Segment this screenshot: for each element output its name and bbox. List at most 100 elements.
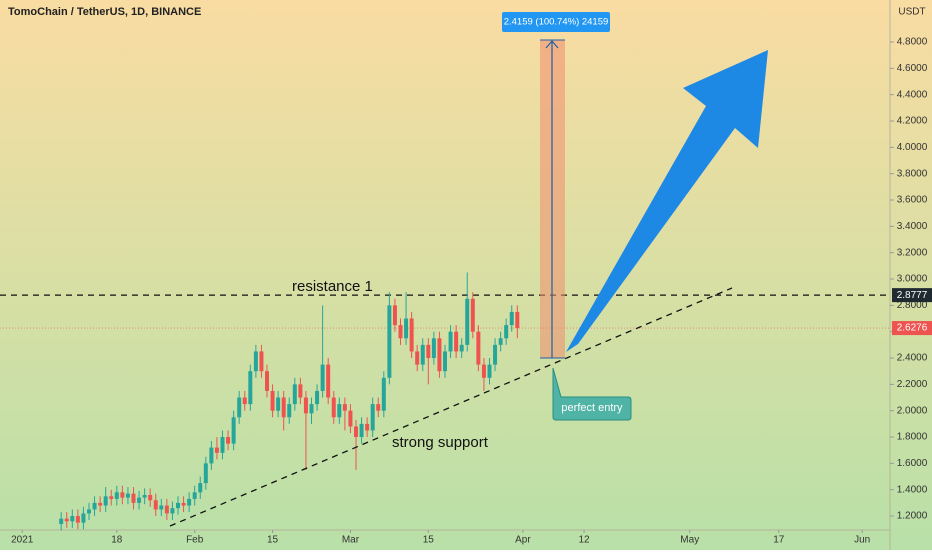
unit-label: USDT [898, 7, 925, 18]
plot: 1.2000 1.4000 1.6000 1.8000 2.0000 2.2000 2.40… [0, 37, 932, 546]
entry-callout [552, 367, 632, 421]
y-tick-label: 3.0000 [897, 274, 928, 285]
candle-body [409, 318, 414, 352]
candle-body [303, 397, 308, 414]
candle-body [120, 492, 125, 498]
x-tick-label: Jun [854, 535, 870, 546]
candle-body [387, 305, 392, 378]
candle-body [203, 463, 208, 484]
resistance-price-label: 2.8777 [897, 290, 928, 301]
x-tick-label: Apr [515, 535, 531, 546]
candle-body [320, 364, 325, 391]
x-tick-label: May [680, 535, 699, 546]
x-tick-label: Feb [186, 535, 204, 546]
y-tick-label: 2.4000 [897, 353, 928, 364]
y-tick-label: 4.4000 [897, 89, 928, 100]
candle-body [498, 338, 503, 345]
x-tick-label: 17 [773, 535, 785, 546]
candle-body [226, 437, 231, 444]
candle-body [187, 498, 192, 506]
candle-body [137, 497, 142, 503]
candle-body [259, 351, 264, 372]
candle-body [326, 364, 331, 398]
y-tick-label: 4.8000 [897, 37, 928, 48]
measure-arrowhead [545, 40, 559, 49]
candle-body [81, 513, 86, 523]
candle-body [209, 447, 214, 464]
candle-body [125, 493, 130, 498]
y-tick-label: 3.8000 [897, 168, 928, 179]
candle-body [192, 492, 197, 499]
candle-body [415, 351, 420, 365]
last-price-box [892, 321, 932, 336]
entry-label: perfect entry [561, 402, 623, 414]
candle-body [392, 305, 397, 326]
candle-body [309, 404, 314, 414]
candle-body [164, 505, 169, 514]
x-tick-label: 12 [579, 535, 591, 546]
candle-body [420, 344, 425, 365]
y-tick-label: 2.8000 [897, 300, 928, 311]
candle-body [481, 364, 486, 378]
candle-body [370, 404, 375, 431]
candle-body [487, 364, 492, 378]
candle-body [281, 397, 286, 418]
candle-body [98, 502, 103, 506]
y-tick-label: 4.0000 [897, 142, 928, 153]
candle-body [298, 384, 303, 398]
candle-body [159, 505, 164, 510]
y-tick-label: 4.6000 [897, 63, 928, 74]
candle-body [198, 483, 203, 493]
candle-body [376, 404, 381, 411]
candle-body [465, 298, 470, 345]
resistance-label: resistance 1 [292, 278, 373, 295]
candle-body [176, 502, 180, 509]
candle-body [354, 426, 358, 438]
candle-body [114, 492, 119, 499]
resistance-price-box [892, 288, 932, 303]
candle-body [148, 494, 153, 501]
forecast-arrow [566, 50, 768, 352]
y-tick-label: 2.2000 [897, 379, 928, 390]
measure-label-box [502, 12, 610, 32]
candle-body [426, 344, 431, 359]
candle-body [454, 331, 459, 352]
x-tick-label: 2021 [11, 535, 34, 546]
candle-body [337, 404, 342, 418]
x-tick-label: 15 [423, 535, 435, 546]
y-tick-label: 3.4000 [897, 221, 928, 232]
y-tick-label: 1.8000 [897, 432, 928, 443]
candle-body [431, 338, 436, 359]
candle-body [131, 493, 136, 503]
chart-title: TomoChain / TetherUS, 1D, BINANCE [8, 6, 201, 18]
y-tick-label: 3.6000 [897, 195, 928, 206]
candle-body [437, 338, 442, 372]
candle-body [64, 518, 69, 522]
y-tick-label: 1.2000 [897, 511, 928, 522]
candle-body [287, 404, 292, 418]
y-tick-label: 4.2000 [897, 116, 928, 127]
x-tick-label: Mar [342, 535, 360, 546]
candle-body [170, 508, 175, 514]
candle-body [59, 518, 64, 524]
candle-body [504, 325, 509, 339]
candle-body [265, 371, 269, 391]
candle-body [476, 331, 481, 365]
candle-body [365, 423, 370, 431]
candle-body [381, 377, 386, 411]
candle-body [515, 311, 520, 329]
candle-body [348, 410, 353, 427]
candle-body [493, 344, 498, 365]
candle-body [248, 371, 253, 405]
support-trendline [169, 287, 733, 527]
candle-body [231, 417, 236, 444]
candle-body [220, 437, 225, 453]
y-tick-label: 1.4000 [897, 484, 928, 495]
candle-body [142, 494, 147, 498]
candle-body [70, 516, 75, 522]
candle-body [253, 351, 258, 372]
candle-body [448, 331, 453, 352]
candle-body [331, 397, 336, 418]
